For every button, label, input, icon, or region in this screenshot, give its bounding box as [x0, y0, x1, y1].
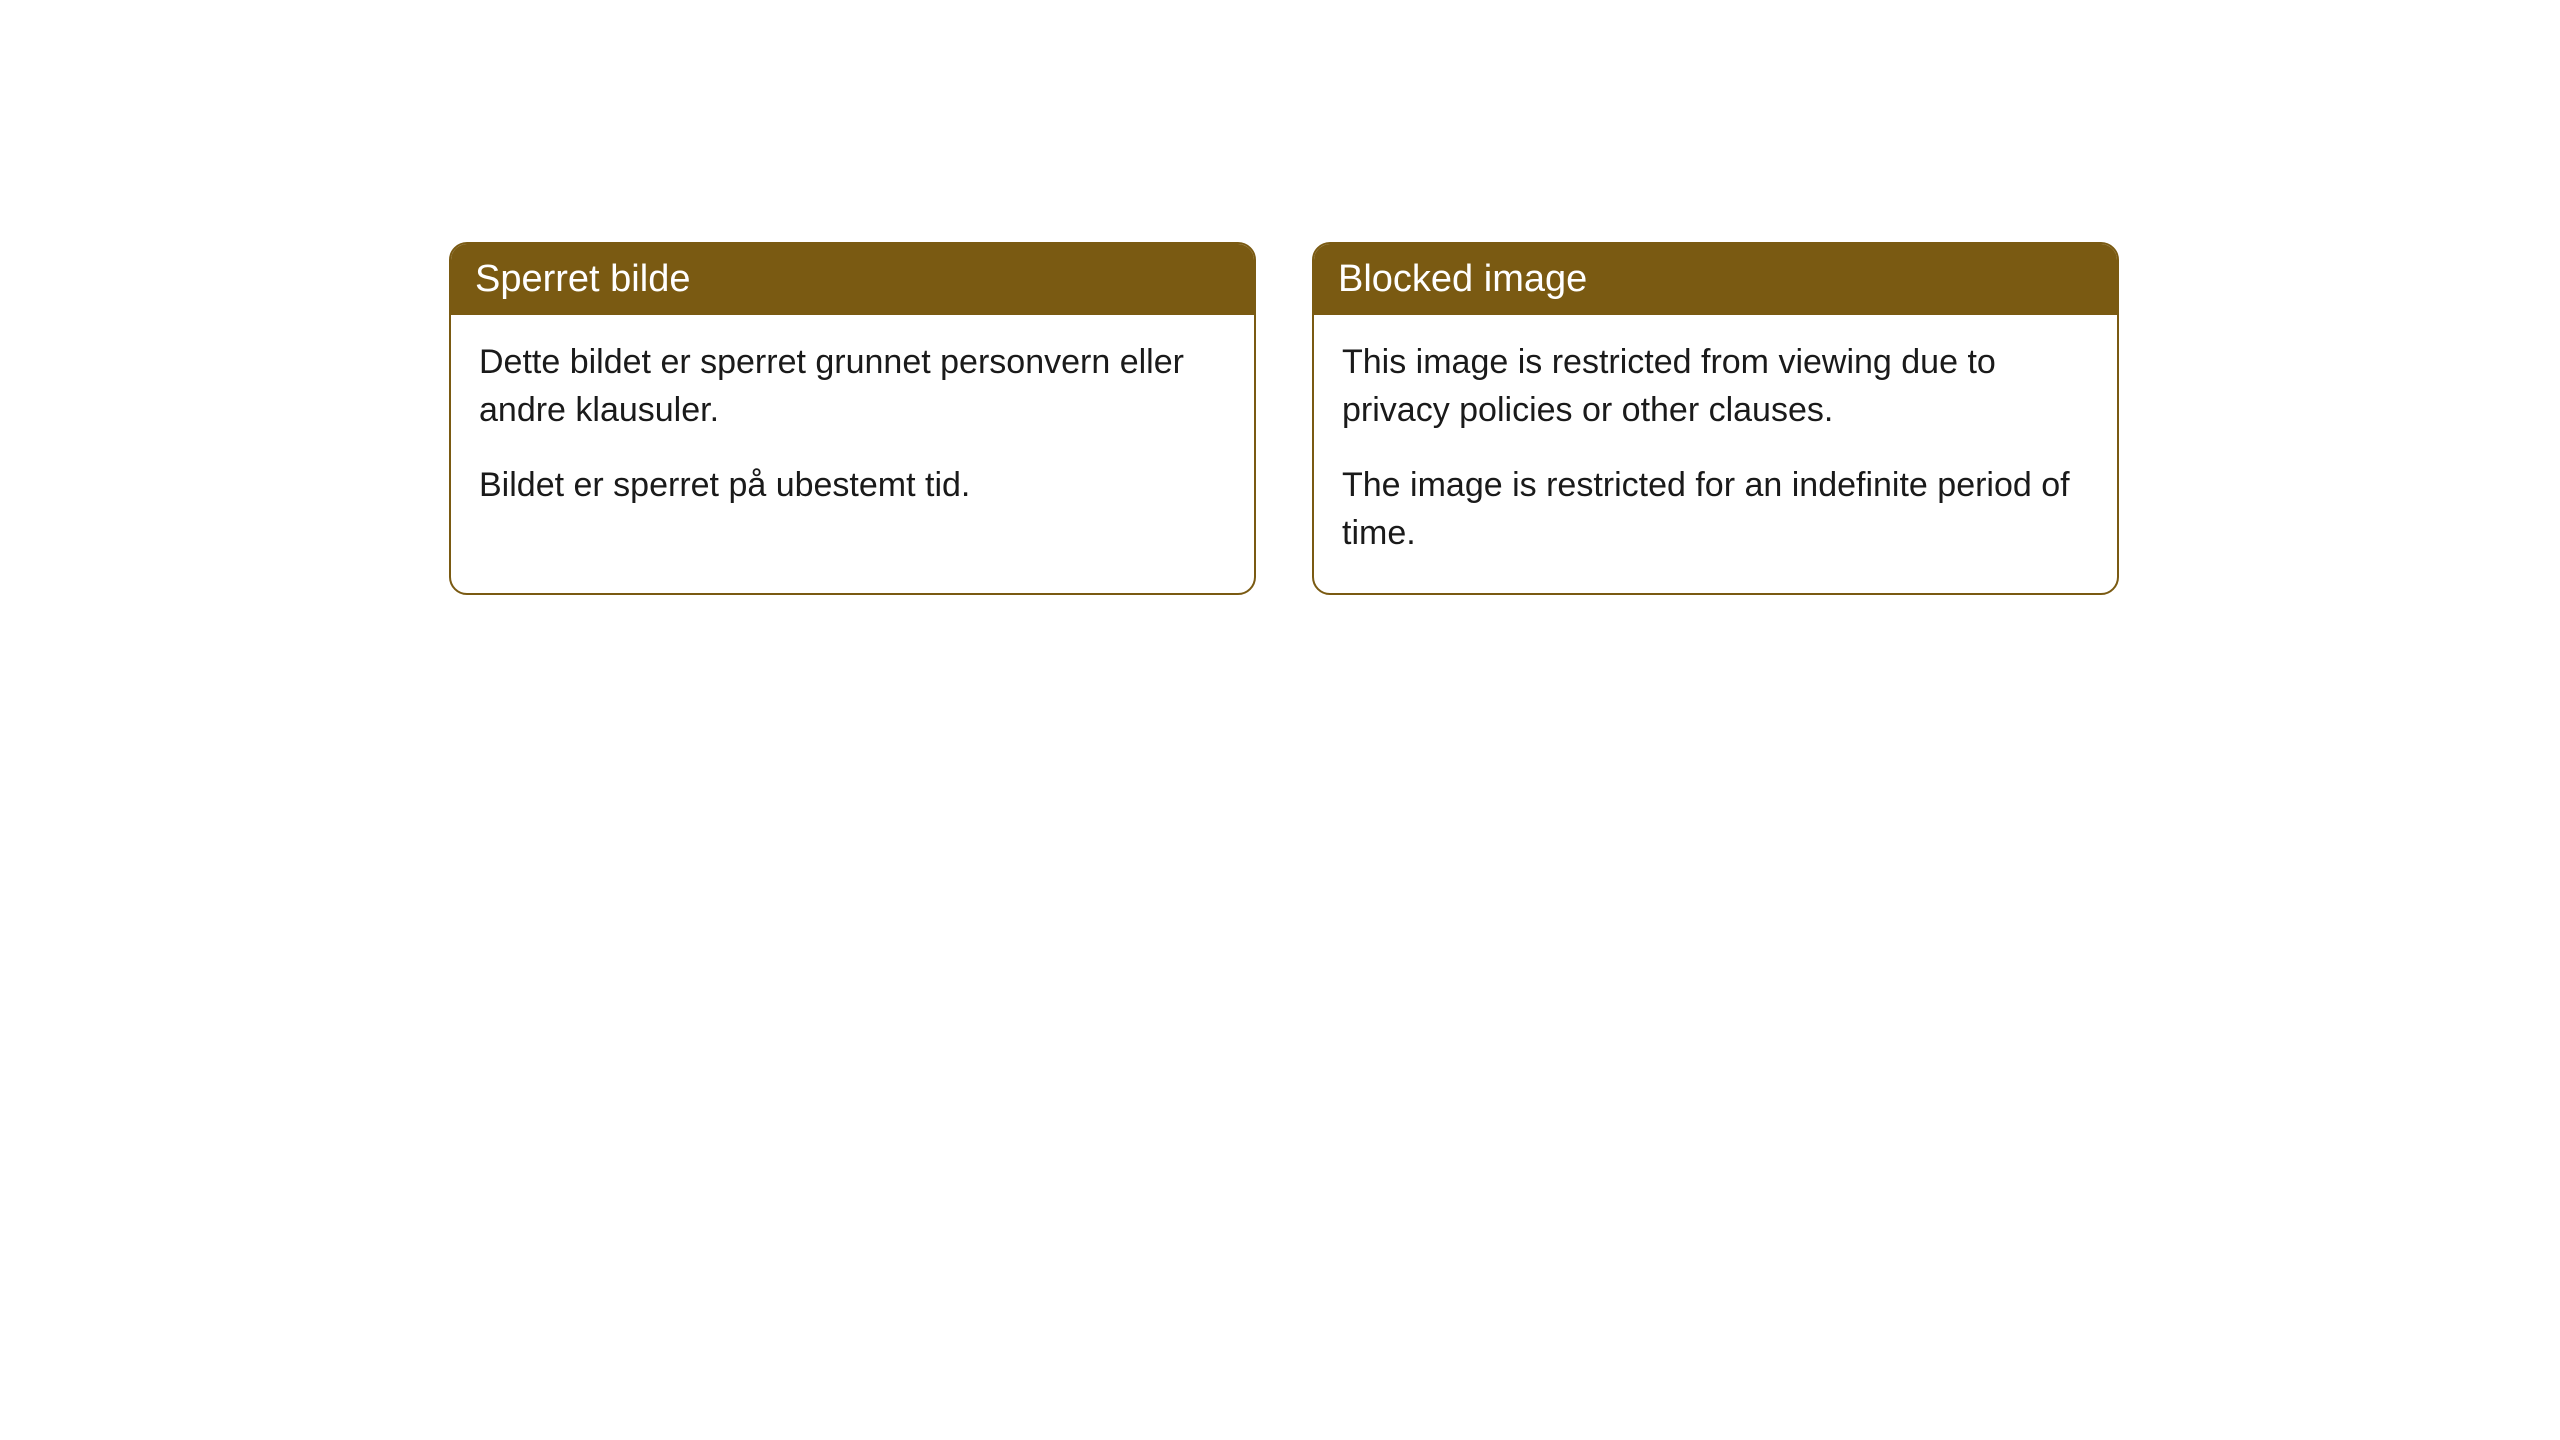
card-header: Blocked image — [1314, 244, 2117, 315]
card-title: Sperret bilde — [475, 258, 690, 300]
card-body: Dette bildet er sperret grunnet personve… — [451, 315, 1254, 546]
notice-card-norwegian: Sperret bilde Dette bildet er sperret gr… — [449, 242, 1256, 595]
notice-card-english: Blocked image This image is restricted f… — [1312, 242, 2119, 595]
card-paragraph: This image is restricted from viewing du… — [1342, 339, 2089, 434]
card-paragraph: Dette bildet er sperret grunnet personve… — [479, 339, 1226, 434]
card-body: This image is restricted from viewing du… — [1314, 315, 2117, 593]
card-title: Blocked image — [1338, 258, 1587, 300]
card-header: Sperret bilde — [451, 244, 1254, 315]
card-paragraph: The image is restricted for an indefinit… — [1342, 462, 2089, 557]
card-paragraph: Bildet er sperret på ubestemt tid. — [479, 462, 1226, 510]
notice-cards-container: Sperret bilde Dette bildet er sperret gr… — [449, 242, 2119, 595]
